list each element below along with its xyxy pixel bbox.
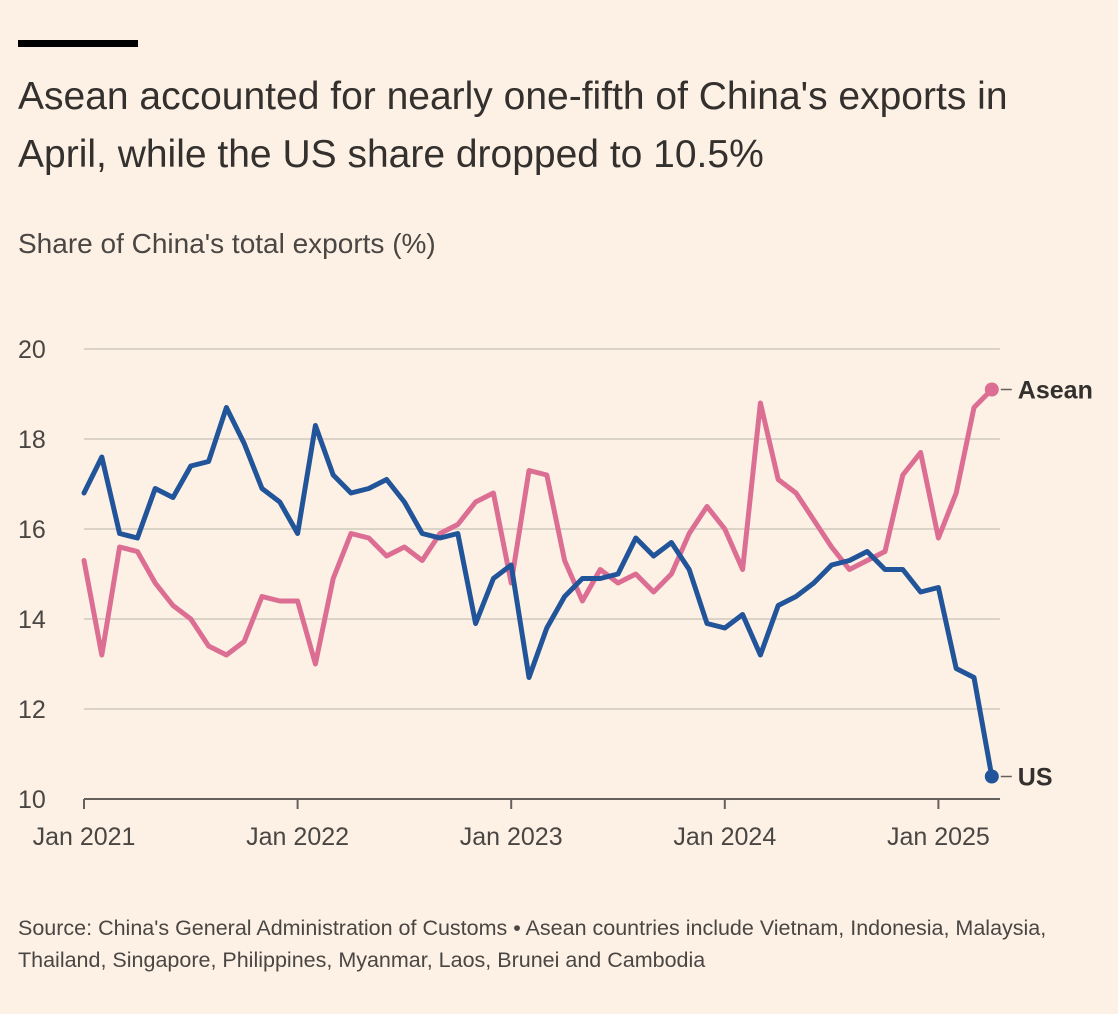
y-tick-label: 12 [18, 696, 46, 724]
x-tick-label: Jan 2022 [246, 823, 349, 851]
y-tick-label: 18 [18, 426, 46, 454]
chart-title: Asean accounted for nearly one-fifth of … [18, 75, 1008, 176]
x-tick-label: Jan 2024 [673, 823, 776, 851]
y-tick-label: 16 [18, 516, 46, 544]
line-chart: 10 12 14 16 18 20 Jan 2021 Jan 2022 Jan 2023 Jan … [18, 336, 1093, 851]
series-label-asean: Asean [1018, 377, 1093, 405]
series-line-us [81, 405, 995, 779]
x-tick-label: Jan 2023 [460, 823, 563, 851]
x-tick-label: Jan 2025 [887, 823, 990, 851]
y-tick-label: 10 [18, 786, 46, 814]
x-tick-label: Jan 2021 [33, 823, 136, 851]
y-tick-label: 14 [18, 606, 46, 634]
end-point-asean [984, 382, 999, 397]
end-point-us [984, 769, 999, 784]
source-note: Source: China's General Administration o… [18, 916, 1047, 972]
series-line-asean [81, 387, 995, 667]
series-label-us: US [1018, 764, 1053, 792]
brand-bar [18, 40, 138, 47]
y-tick-label: 20 [18, 336, 46, 364]
chart-subtitle: Share of China's total exports (%) [18, 228, 436, 259]
